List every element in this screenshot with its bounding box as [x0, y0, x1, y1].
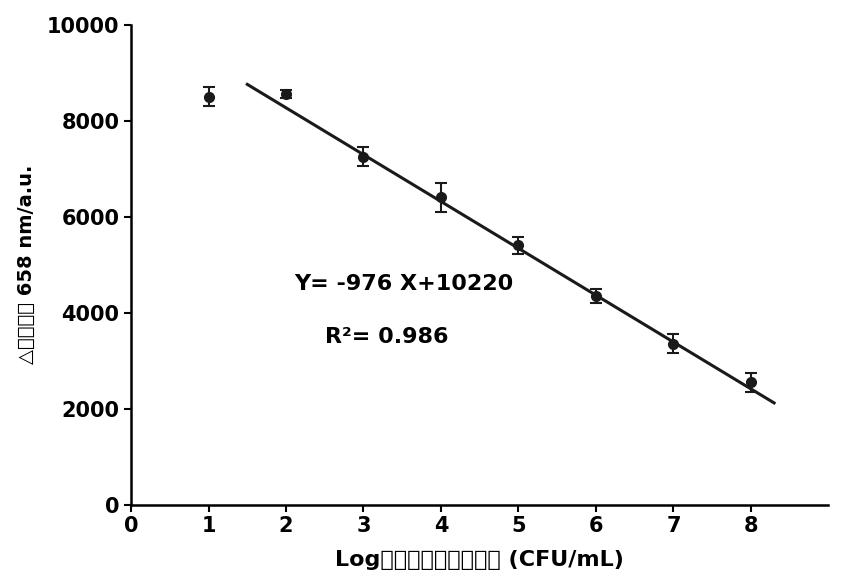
Text: Y= -976 X+10220: Y= -976 X+10220 [294, 274, 512, 294]
Text: R²= 0.986: R²= 0.986 [324, 326, 447, 347]
X-axis label: Log金黄色葡萄球菌浓度 (CFU/mL): Log金黄色葡萄球菌浓度 (CFU/mL) [335, 551, 624, 571]
Y-axis label: △荬光强度 658 nm/a.u.: △荬光强度 658 nm/a.u. [17, 165, 35, 365]
